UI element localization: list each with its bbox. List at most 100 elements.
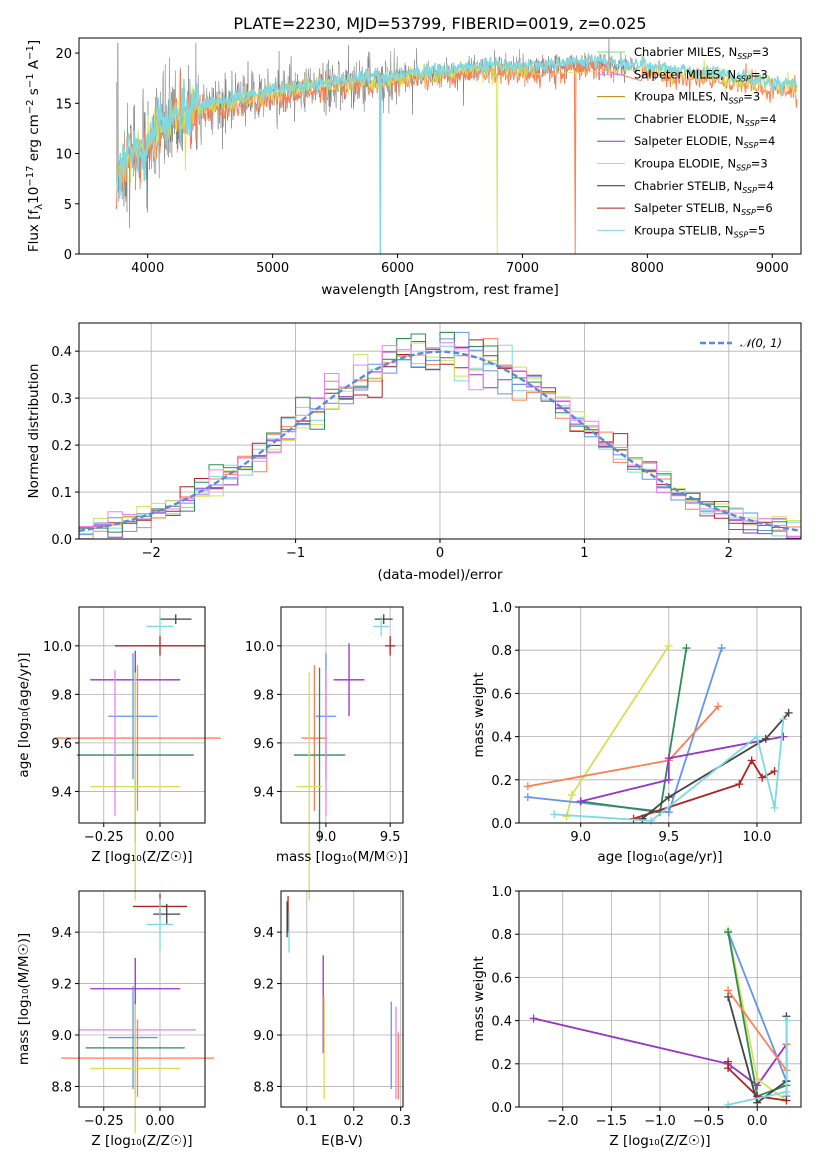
observed-spectrum-line (116, 38, 638, 228)
spectrum-title: PLATE=2230, MJD=53799, FIBERID=0019, z=0… (233, 14, 646, 33)
y-tick-label: 8.8 (51, 1080, 72, 1095)
model-spectrum-line (115, 54, 798, 255)
data-point-marker (770, 767, 779, 776)
axes-frame (280, 606, 404, 824)
x-tick-label: −1 (286, 546, 305, 561)
residual-ylabel: Normed distribution (26, 364, 42, 499)
mass-weight-series-line (580, 735, 784, 803)
y-axis-label: mass weight (471, 672, 487, 757)
x-tick-label: 7000 (506, 261, 539, 276)
axes-frame (518, 606, 802, 824)
residual-panel: −2 −1 0 1 2 0.0 0.1 0.2 0.3 0.4 (data-model)/erro… (26, 322, 802, 583)
y-tick-label: 0.2 (491, 774, 512, 789)
x-tick-label: 5000 (256, 261, 289, 276)
data-point-marker (714, 702, 723, 711)
spectrum-ylabel: Flux [fλ10−17 erg cm−2 s−1 A−1] (25, 40, 45, 252)
y-axis-label: mass [log₁₀(M/M☉)] (16, 933, 32, 1065)
y-tick-label: 0.8 (491, 644, 512, 659)
x-axis-label: age [log₁₀(age/yr)] (597, 849, 722, 865)
x-tick-label: 9.0 (570, 830, 591, 845)
y-tick-label: 0.3 (51, 392, 72, 407)
massweight-vs-metallicity-panel: −2.0 −1.5 −1.0 −0.5 0.0 0.0 0.2 0.4 0.6 0.8 1.0 Z [… (471, 885, 802, 1149)
data-point-marker (724, 928, 733, 937)
legend-entry: Salpeter MILES, NSSP=3 (634, 67, 768, 83)
legend-entry: Kroupa ELODIE, NSSP=3 (634, 157, 768, 173)
data-point-marker (529, 1014, 538, 1023)
data-point-marker (664, 641, 673, 650)
y-tick-label: 0.4 (51, 345, 72, 360)
mass-vs-metallicity-panel: −0.25 0.00 8.8 9.0 9.2 9.4 Z [log₁₀(Z/Z☉)] mass… (16, 890, 214, 1149)
y-tick-label: 0.2 (491, 1058, 512, 1073)
y-tick-label: 10 (55, 148, 72, 163)
y-tick-label: 1.0 (491, 601, 512, 616)
x-tick-label: −2 (142, 546, 161, 561)
y-tick-label: 9.8 (51, 688, 72, 703)
y-tick-label: 5 (64, 198, 72, 213)
y-tick-label: 10.0 (43, 640, 72, 655)
residual-histogram-line (79, 342, 801, 537)
y-tick-label: 9.8 (253, 688, 274, 703)
axes-frame (78, 890, 206, 1108)
data-point-marker (724, 1064, 733, 1073)
data-point-marker (724, 992, 733, 1001)
residual-xlabel: (data-model)/error (377, 567, 503, 583)
y-tick-label: 9.4 (51, 926, 72, 941)
data-point-marker (779, 715, 788, 724)
data-point-marker (664, 775, 673, 784)
x-tick-label: −1.0 (644, 1114, 676, 1129)
data-point-marker (752, 732, 761, 741)
data-point-marker (758, 773, 767, 782)
spectrum-xlabel: wavelength [Angstrom, rest frame] (321, 282, 559, 298)
y-tick-label: 9.2 (51, 978, 72, 993)
x-tick-label: 8000 (631, 261, 664, 276)
y-tick-label: 10.0 (245, 640, 274, 655)
x-axis-label: mass [log₁₀(M/M☉)] (276, 849, 408, 865)
data-point-marker (784, 708, 793, 717)
x-tick-label: 0.00 (146, 1114, 175, 1129)
normal-curve-line (78, 350, 802, 532)
x-tick-label: 0.0 (747, 1114, 768, 1129)
data-point-marker (753, 1098, 762, 1107)
y-tick-label: 0.4 (491, 1015, 512, 1030)
data-point-marker (782, 1016, 791, 1025)
mass-weight-series-line (565, 645, 670, 817)
x-tick-label: 4000 (131, 261, 164, 276)
legend-entry: Chabrier ELODIE, NSSP=4 (634, 112, 776, 128)
data-point-marker (770, 803, 779, 812)
x-tick-label: −0.25 (84, 1114, 124, 1129)
y-tick-label: 0.1 (51, 486, 72, 501)
y-axis-label: mass weight (471, 956, 487, 1041)
y-tick-label: 0.0 (491, 817, 512, 832)
y-tick-label: 0.0 (491, 1101, 512, 1116)
legend-entry: Salpeter ELODIE, NSSP=4 (634, 134, 775, 150)
data-point-marker (682, 644, 691, 653)
axes-frame (280, 890, 404, 1108)
legend-entry: Kroupa MILES, NSSP=3 (634, 90, 760, 106)
normal-legend-label: 𝒩(0, 1) (740, 336, 782, 350)
data-point-marker (664, 808, 673, 817)
data-point-marker (567, 790, 576, 799)
y-tick-label: 9.0 (253, 1029, 274, 1044)
x-tick-label: −2.0 (547, 1114, 579, 1129)
data-point-marker (782, 1096, 791, 1105)
data-point-marker (576, 797, 585, 806)
data-point-marker (664, 793, 673, 802)
x-tick-label: 0.00 (146, 830, 175, 845)
y-tick-label: 9.4 (253, 926, 274, 941)
legend-entry: Chabrier STELIB, NSSP=4 (634, 179, 774, 195)
x-axis-label: Z [log₁₀(Z/Z☉)] (91, 849, 192, 865)
legend-entry: Chabrier MILES, NSSP=3 (634, 45, 769, 61)
data-point-marker (638, 814, 647, 823)
x-tick-label: 0.2 (343, 1114, 364, 1129)
y-tick-label: 15 (55, 97, 72, 112)
legend-entry: Kroupa STELIB, NSSP=5 (634, 223, 765, 239)
y-tick-label: 8.8 (253, 1080, 274, 1095)
axes-frame (78, 606, 206, 824)
x-tick-label: 0.3 (390, 1114, 411, 1129)
y-tick-label: 0.6 (491, 971, 512, 986)
y-tick-label: 9.6 (253, 737, 274, 752)
y-tick-label: 0.6 (491, 687, 512, 702)
data-point-marker (747, 756, 756, 765)
x-tick-label: 9.5 (658, 830, 679, 845)
data-point-marker (717, 644, 726, 653)
